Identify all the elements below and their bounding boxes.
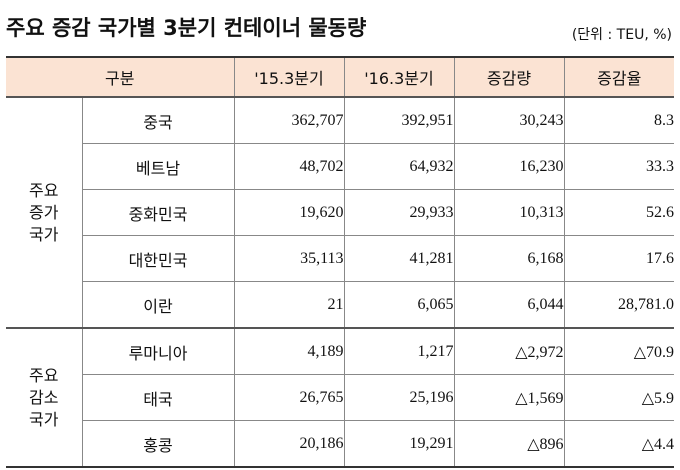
rate-cell: 33.3 [563,143,675,190]
header-change: 증감량 [453,56,565,98]
group-label-decrease: 주요 감소 국가 [6,327,83,468]
unit-note: (단위 : TEU, %) [571,27,672,43]
q3-2015-cell: 48,702 [233,143,345,190]
rate-cell: 8.3 [563,96,675,144]
country-cell: 중화민국 [82,189,235,236]
q3-2015-cell: 20,186 [233,420,345,468]
table-row: 이란 21 6,065 6,044 28,781.0 [6,281,675,329]
q3-2015-cell: 21 [233,281,345,329]
rate-cell: △5.9 [563,374,675,421]
q3-2016-cell: 25,196 [343,374,455,421]
change-cell: 6,168 [453,235,565,282]
country-cell: 중국 [81,96,235,144]
rate-cell: 28,781.0 [563,281,675,329]
group-label-increase: 주요 증가 국가 [6,96,83,329]
rate-cell: 17.6 [563,235,675,282]
country-cell: 태국 [82,374,235,421]
table-row: 베트남 48,702 64,932 16,230 33.3 [6,143,675,190]
q3-2016-cell: 41,281 [343,235,455,282]
country-cell: 루마니아 [81,327,235,375]
table-row: 주요 증가 국가 중국 362,707 392,951 30,243 8.3 [6,96,675,329]
change-cell: △1,569 [453,374,565,421]
change-cell: 30,243 [453,96,565,144]
q3-2016-cell: 19,291 [343,420,455,468]
rate-cell: △4.4 [563,420,675,468]
change-cell: 10,313 [453,189,565,236]
q3-2015-cell: 4,189 [233,327,345,375]
table-row: 주요 감소 국가 루마니아 4,189 1,217 △2,972 △70.9 [6,327,675,468]
country-cell: 대한민국 [82,235,235,282]
q3-2016-cell: 392,951 [343,96,455,144]
header-category: 구분 [6,56,235,98]
header-q3-2015: '15.3분기 [233,56,345,98]
q3-2015-cell: 26,765 [233,374,345,421]
q3-2016-cell: 6,065 [343,281,455,329]
header-q3-2016: '16.3분기 [343,56,455,98]
country-cell: 홍콩 [82,420,235,468]
group-label-line: 주요 [29,180,59,200]
change-cell: △896 [453,420,565,468]
table-row: 태국 26,765 25,196 △1,569 △5.9 [6,374,675,421]
q3-2015-cell: 35,113 [233,235,345,282]
q3-2016-cell: 29,933 [343,189,455,236]
change-cell: △2,972 [453,327,565,375]
group-label-line: 국가 [29,224,59,244]
rate-cell: △70.9 [563,327,675,375]
change-cell: 16,230 [453,143,565,190]
group-label-line: 국가 [29,409,59,429]
country-cell: 이란 [82,281,235,329]
table-row: 홍콩 20,186 19,291 △896 △4.4 [6,420,675,468]
group-label-line: 증가 [29,202,59,222]
change-cell: 6,044 [453,281,565,329]
table-row: 중화민국 19,620 29,933 10,313 52.6 [6,189,675,236]
q3-2016-cell: 1,217 [343,327,455,375]
group-label-line: 감소 [29,387,59,407]
q3-2015-cell: 19,620 [233,189,345,236]
group-label-line: 주요 [29,365,59,385]
q3-2015-cell: 362,707 [233,96,345,144]
country-cell: 베트남 [82,143,235,190]
table-header-row: 구분 '15.3분기 '16.3분기 증감량 증감율 [6,56,675,98]
rate-cell: 52.6 [563,189,675,236]
header-rate: 증감율 [563,56,675,98]
container-volume-table: 구분 '15.3분기 '16.3분기 증감량 증감율 주요 증가 국가 중국 3… [6,56,675,468]
q3-2016-cell: 64,932 [343,143,455,190]
page-title: 주요 증감 국가별 3분기 컨테이너 물동량 [6,16,367,40]
table-row: 대한민국 35,113 41,281 6,168 17.6 [6,235,675,282]
